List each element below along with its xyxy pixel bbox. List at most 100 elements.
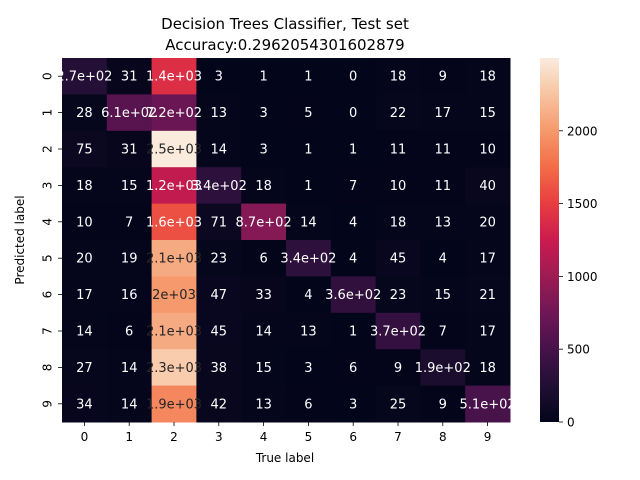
colorbar-ticks: 0 500 1000 1500 2000: [559, 124, 598, 430]
heatmap-cell: [106, 130, 153, 168]
heatmap-cell: [151, 167, 197, 205]
heatmap-cell-label: 3.4e+02: [280, 252, 336, 267]
heatmap-cell: [465, 58, 511, 95]
y-tick-label: 2: [41, 145, 55, 153]
x-tick-label: 2: [170, 430, 178, 444]
heatmap-cell: [330, 276, 377, 314]
heatmap-cell: [241, 94, 287, 132]
heatmap-cell: [375, 167, 421, 205]
heatmap-cell-label: 40: [479, 179, 496, 194]
heatmap-cell-label: 6: [125, 325, 133, 340]
heatmap-cell: [62, 130, 108, 168]
heatmap-cell-label: 0: [349, 70, 357, 85]
heatmap-cell: [196, 130, 242, 168]
heatmap-cell-label: 15: [479, 106, 496, 121]
heatmap-cell-label: 14: [121, 397, 138, 412]
heatmap-cell: [241, 58, 287, 95]
heatmap-cell: [375, 276, 421, 314]
heatmap-cell: [241, 130, 287, 168]
heatmap-cell: [151, 94, 197, 132]
heatmap-cell-label: 18: [390, 215, 407, 230]
heatmap-cell: [286, 276, 332, 314]
heatmap-cell-label: 1.4e+03: [146, 70, 202, 85]
heatmap-cell-label: 33: [255, 288, 272, 303]
heatmap-cell-label: 1.2e+03: [146, 179, 202, 194]
x-tick-label: 4: [260, 430, 268, 444]
colorbar-tick-label: 1500: [567, 197, 598, 211]
heatmap-cell-label: 17: [479, 252, 496, 267]
heatmap-cell: [62, 167, 108, 205]
heatmap-cell: [196, 276, 242, 314]
heatmap-cell-label: 3.4e+02: [191, 179, 247, 194]
heatmap-cell-label: 18: [479, 70, 496, 85]
heatmap-cell: [375, 349, 421, 387]
heatmap-cell: [465, 94, 511, 132]
heatmap-cell: [106, 312, 153, 350]
heatmap-cell-label: 23: [211, 252, 228, 267]
y-tick-label: 1: [41, 109, 55, 117]
heatmap-cell-label: 45: [211, 325, 228, 340]
heatmap-cell: [106, 167, 153, 205]
x-tick-label: 9: [484, 430, 492, 444]
heatmap-cell-label: 23: [390, 288, 407, 303]
heatmap-cell: [330, 130, 377, 168]
heatmap-cell: [375, 58, 421, 95]
heatmap-cell: [106, 203, 153, 241]
x-axis-ticks: 0 1 2 3 4 5 6 7 8 9: [81, 422, 492, 444]
heatmap-cell-label: 22: [390, 106, 407, 121]
heatmap-cell-label: 13: [211, 106, 228, 121]
heatmap-cell-label: 42: [211, 397, 228, 412]
heatmap-cell-label: 3.7e+02: [370, 325, 426, 340]
heatmap-cell-label: 20: [479, 215, 496, 230]
heatmap-cell: [286, 203, 332, 241]
heatmap-cell-label: 31: [121, 143, 138, 158]
heatmap-cell: [330, 385, 377, 423]
x-axis-label: True label: [255, 451, 314, 465]
heatmap-cell: [286, 130, 332, 168]
heatmap-cell-label: 3: [304, 361, 312, 376]
heatmap-cell-label: 5.1e+02: [460, 397, 516, 412]
heatmap-cell-label: 11: [435, 143, 452, 158]
heatmap-cell-label: 11: [390, 143, 407, 158]
heatmap-cell: [151, 312, 197, 350]
heatmap-cell-label: 15: [255, 361, 272, 376]
heatmap-cell-label: 16: [121, 288, 138, 303]
x-tick-label: 1: [125, 430, 133, 444]
heatmap-cell-label: 47: [211, 288, 228, 303]
heatmap-cell-label: 4: [349, 252, 357, 267]
heatmap-cell-label: 1: [304, 143, 312, 158]
heatmap-cell-label: 20: [76, 252, 93, 267]
heatmap-cell: [196, 167, 242, 205]
heatmap-cell: [196, 385, 242, 423]
heatmap-cell: [375, 130, 421, 168]
heatmap-cell-label: 7: [349, 179, 357, 194]
heatmap-cell: [330, 94, 377, 132]
heatmap-cell-label: 17: [479, 325, 496, 340]
y-tick-label: 9: [41, 400, 55, 408]
heatmap-cell: [375, 240, 421, 277]
heatmap-cell: [330, 203, 377, 241]
heatmap-cell-label: 14: [211, 143, 228, 158]
heatmap-cell-label: 6.1e+02: [101, 106, 157, 121]
y-tick-label: 6: [41, 291, 55, 299]
heatmap-cell-label: 2.1e+03: [146, 325, 202, 340]
heatmap-cell-label: 25: [390, 397, 407, 412]
heatmap-cell-label: 45: [390, 252, 407, 267]
heatmap-cell: [286, 94, 332, 132]
heatmap-cell-label: 31: [121, 70, 138, 85]
heatmap-cell-label: 17: [76, 288, 93, 303]
heatmap-cell: [286, 240, 332, 277]
heatmap-cell-label: 9: [439, 70, 447, 85]
heatmap-cell-label: 27: [76, 361, 93, 376]
y-axis-ticks: 0 1 2 3 4 5 6 7 8 9: [41, 72, 62, 408]
heatmap-cell: [62, 276, 108, 314]
heatmap-cell: [465, 167, 511, 205]
heatmap-cell-label: 1: [304, 70, 312, 85]
heatmap-cell: [420, 240, 466, 277]
heatmap-cell-label: 7.2e+02: [146, 106, 202, 121]
y-tick-label: 3: [41, 182, 55, 190]
heatmap-cell-label: 4: [439, 252, 447, 267]
heatmap-cell: [465, 349, 511, 387]
heatmap-cell-label: 14: [121, 361, 138, 376]
